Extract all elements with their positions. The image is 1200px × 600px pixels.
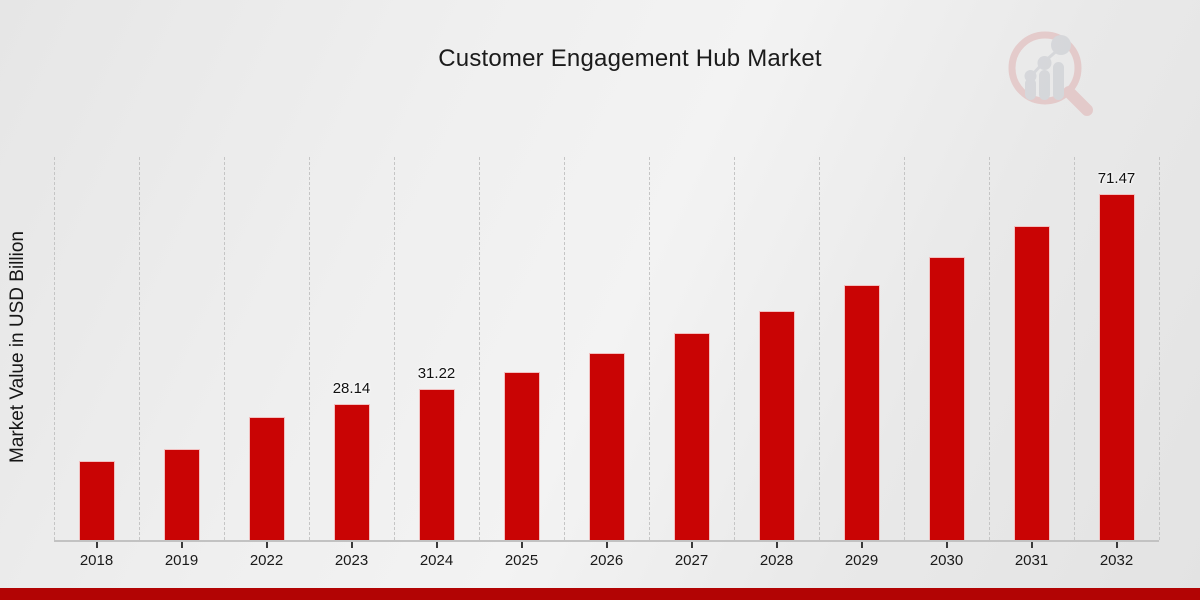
bar-value-label-2024: 31.22	[417, 364, 456, 382]
x-tick-label-2022: 2022	[249, 552, 284, 569]
x-tick-label-2024: 2024	[419, 552, 454, 569]
x-tick-label-2025: 2025	[504, 552, 539, 569]
bar-value-label-2023: 28.14	[332, 379, 371, 397]
bar-2023	[333, 403, 370, 540]
x-axis-tick	[775, 542, 778, 548]
x-tick-label-2031: 2031	[1014, 552, 1049, 569]
bar-2018	[78, 461, 115, 540]
bar-2028	[758, 310, 795, 540]
bar-2025	[503, 371, 540, 540]
gridline	[479, 157, 480, 540]
gridline	[1159, 157, 1160, 540]
gridline	[139, 157, 140, 540]
x-axis-tick	[690, 542, 693, 548]
gridline	[904, 157, 905, 540]
chart-title: Customer Engagement Hub Market	[438, 45, 822, 72]
bar-2029	[843, 285, 880, 540]
gridline	[734, 157, 735, 540]
x-axis-tick	[265, 542, 268, 548]
x-axis-tick	[860, 542, 863, 548]
x-axis-tick	[1030, 542, 1033, 548]
bar-value-label-2032: 71.47	[1097, 169, 1136, 187]
gridline	[224, 157, 225, 540]
x-tick-label-2027: 2027	[674, 552, 709, 569]
x-tick-label-2018: 2018	[79, 552, 114, 569]
gridline	[54, 157, 55, 540]
gridline	[309, 157, 310, 540]
x-tick-label-2023: 2023	[334, 552, 369, 569]
x-axis-tick	[95, 542, 98, 548]
x-tick-label-2019: 2019	[164, 552, 199, 569]
gridline	[564, 157, 565, 540]
bar-2026	[588, 353, 625, 540]
footer-accent-bar	[0, 588, 1200, 600]
x-tick-label-2028: 2028	[759, 552, 794, 569]
x-tick-label-2026: 2026	[589, 552, 624, 569]
x-axis-tick	[180, 542, 183, 548]
bar-2030	[928, 257, 965, 540]
bar-2027	[673, 333, 710, 540]
magnifier-bar-chart-logo-icon	[1008, 31, 1093, 116]
gridline	[989, 157, 990, 540]
y-axis-label: Market Value in USD Billion	[7, 231, 28, 463]
gridline	[394, 157, 395, 540]
x-axis-tick	[520, 542, 523, 548]
x-axis-tick	[1115, 542, 1118, 548]
x-tick-label-2032: 2032	[1099, 552, 1134, 569]
x-tick-label-2030: 2030	[929, 552, 964, 569]
plot-area: 2018 2019 2022 28.14 2023 31.22 2024 2025 2026 20…	[54, 157, 1160, 569]
x-axis-tick	[350, 542, 353, 548]
gridline	[1074, 157, 1075, 540]
bar-2022	[248, 417, 285, 540]
gridline	[819, 157, 820, 540]
bar-2031	[1013, 226, 1050, 540]
x-axis-tick	[605, 542, 608, 548]
x-axis-tick	[435, 542, 438, 548]
bar-2024	[418, 388, 455, 540]
gridline	[649, 157, 650, 540]
bar-2019	[163, 449, 200, 540]
bar-2032	[1098, 193, 1135, 540]
x-tick-label-2029: 2029	[844, 552, 879, 569]
x-axis-tick	[945, 542, 948, 548]
